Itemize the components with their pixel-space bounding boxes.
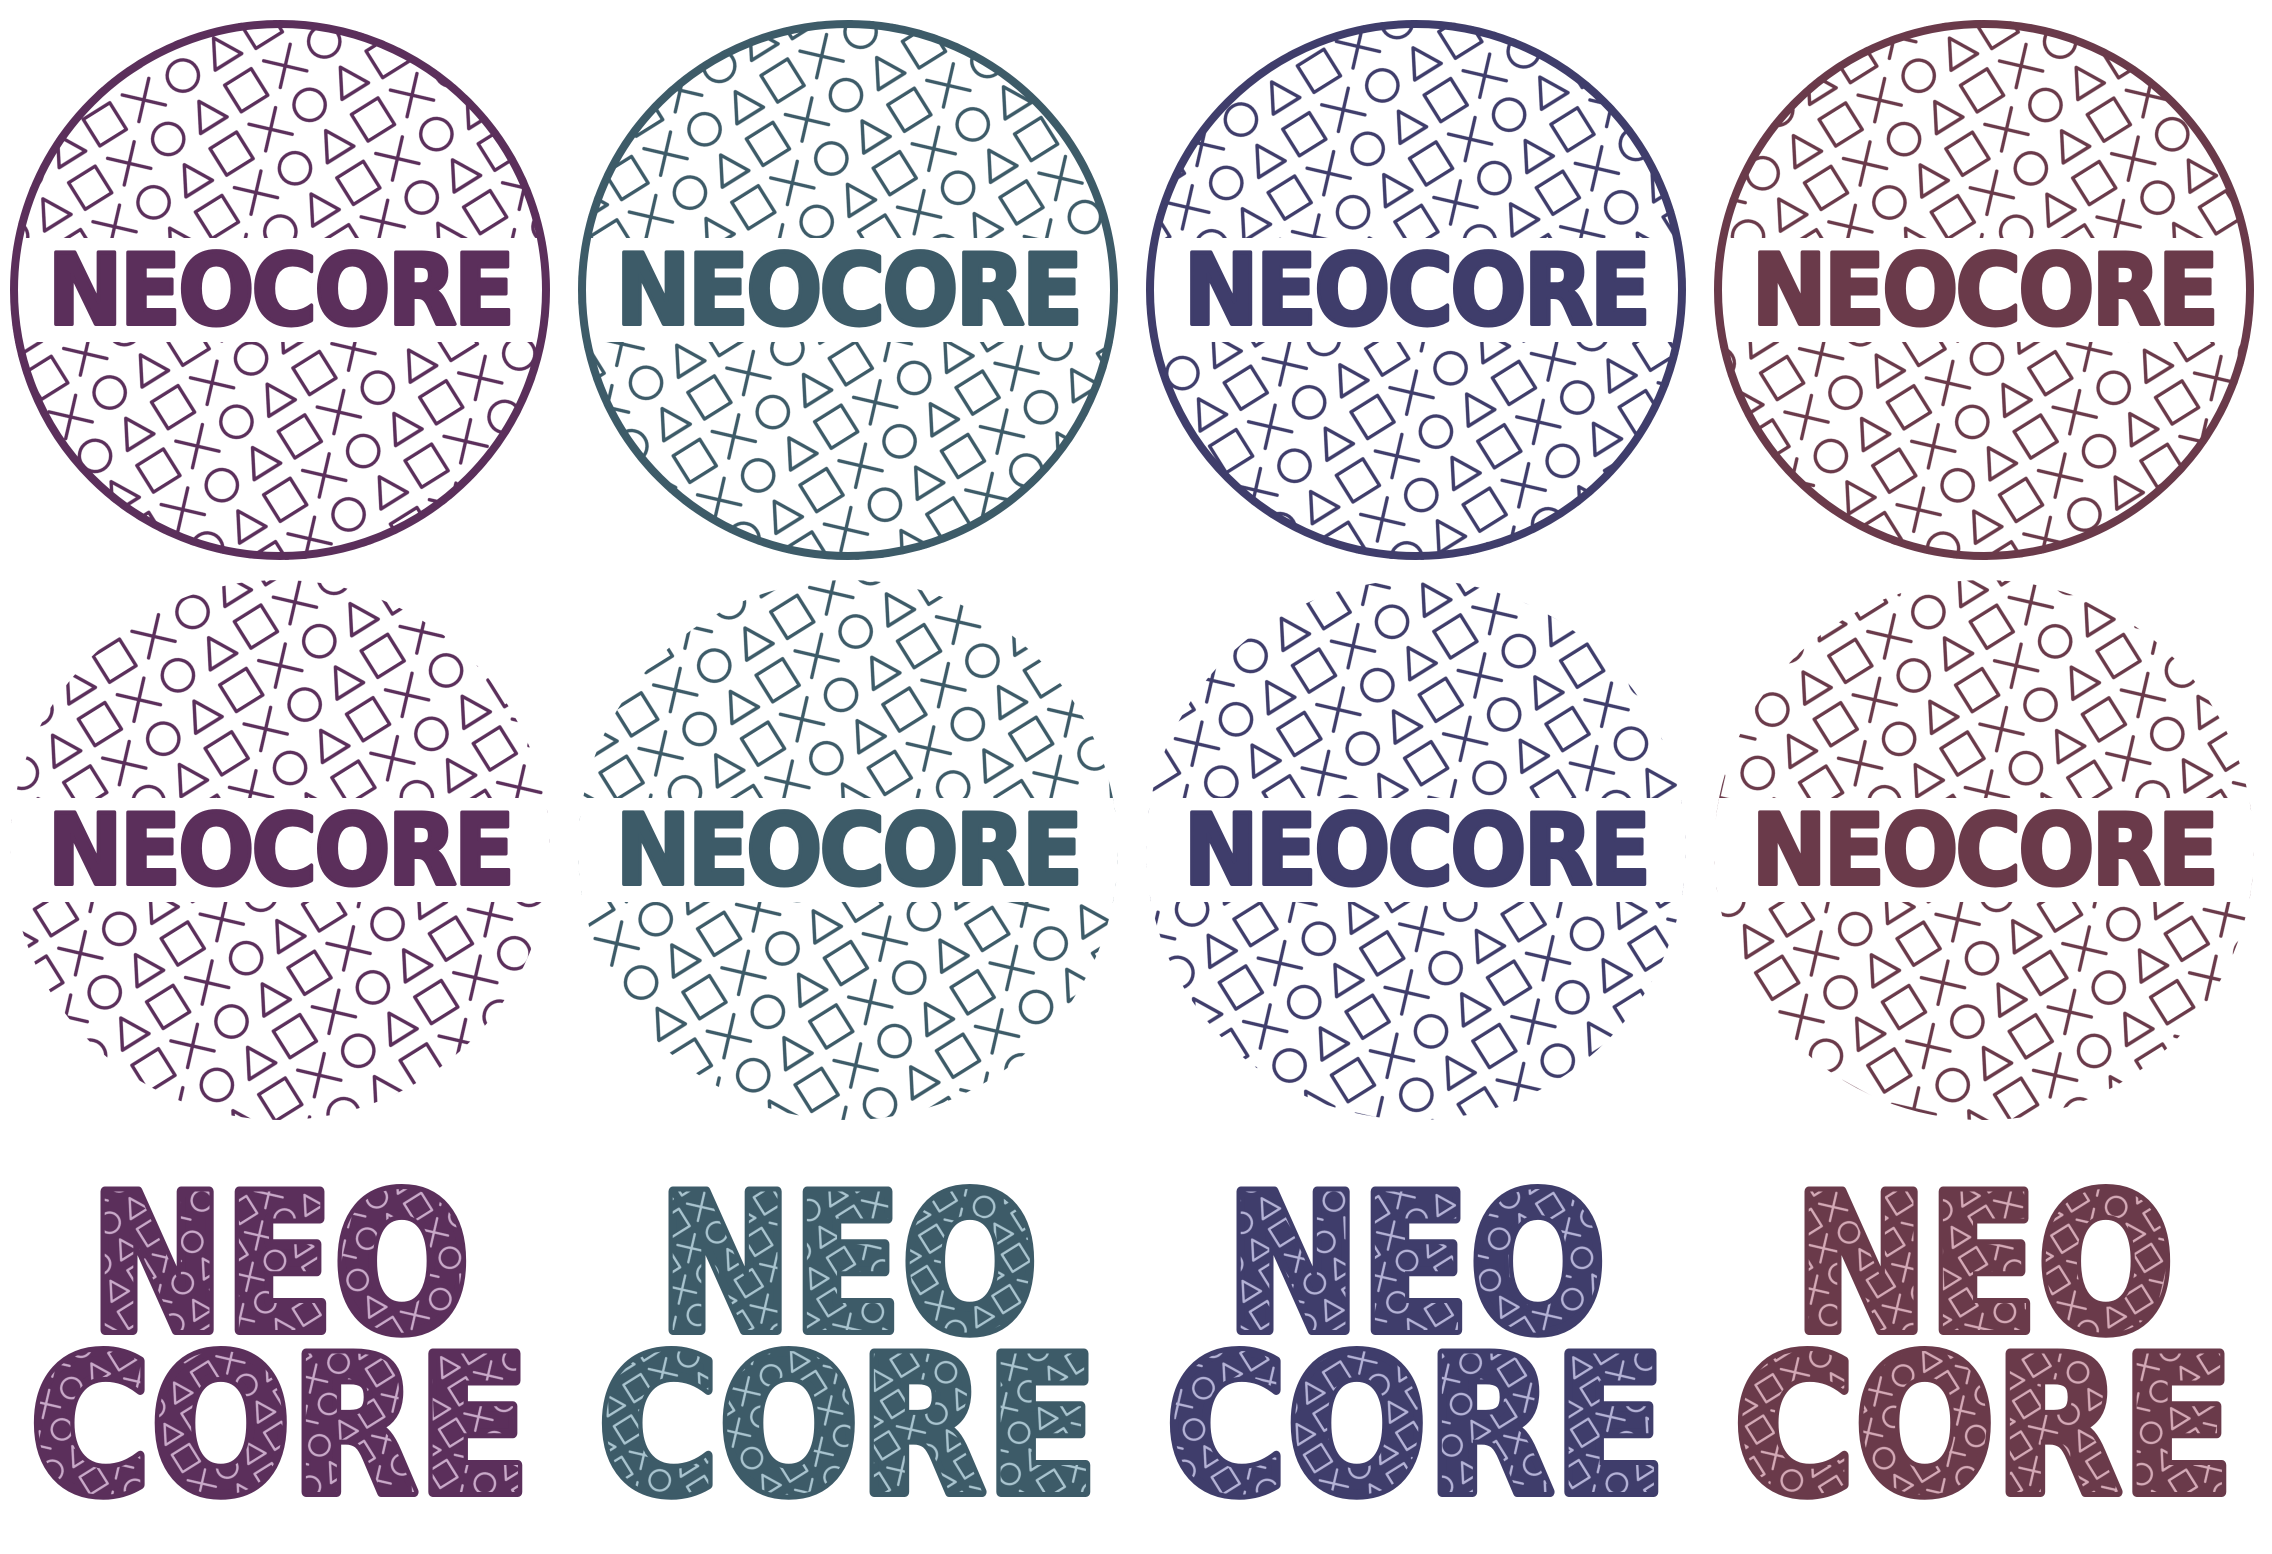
badge-wordmark: NEOCORE [616,234,1080,348]
wordmark-band [1146,798,1686,902]
wordmark-line-neo: NEO [90,1154,470,1375]
badge-ring [578,20,1118,560]
wordmark-line-core-pattern: CORE [1166,1316,1666,1537]
borderless-circle-row: NEOCORE NEOCORE NEOCORE NEOCORE [10,580,2254,1120]
wordmark-line-neo: NEO [1226,1154,1606,1375]
wordmark-band [10,798,550,902]
wordmark-line-neo-pattern: NEO [1794,1154,2174,1375]
wordmark-line-core: CORE [1166,1316,1666,1537]
badge-ring [1714,20,2254,560]
wordmark-line-core-pattern: CORE [598,1316,1098,1537]
wordmark-line-neo-pattern: NEO [658,1154,1038,1375]
logo-badge-teal: NEOCORE [578,580,1118,1120]
wordmark-line-core-pattern: CORE [1734,1316,2234,1537]
wordmark-line-core: CORE [30,1316,530,1537]
badge-wordmark: NEOCORE [48,234,512,348]
wordmark-line-core-pattern: CORE [30,1316,530,1537]
wordmark-line-core: CORE [598,1316,1098,1537]
wordmark-line-neo-pattern: NEO [1226,1154,1606,1375]
wordmark-band [578,238,1118,342]
badge-wordmark: NEOCORE [616,794,1080,908]
wordmark-line-core: CORE [1734,1316,2234,1537]
wordmark-line-neo-pattern: NEO [90,1154,470,1375]
badge-ring [1146,20,1686,560]
logo-badge-plum: NEOCORE [10,20,550,560]
wordmark-band [1714,238,2254,342]
logo-badge-indigo: NEOCORE [1146,20,1686,560]
badge-wordmark: NEOCORE [48,794,512,908]
wordmark-band [10,238,550,342]
wordmark-line-neo: NEO [1794,1154,2174,1375]
wordmark-band [578,798,1118,902]
logo-badge-indigo: NEOCORE [1146,580,1686,1120]
wordmark-band [1714,798,2254,902]
badge-wordmark: NEOCORE [1184,794,1648,908]
logo-badge-plum: NEOCORE [10,580,550,1120]
badge-wordmark: NEOCORE [1752,234,2216,348]
badge-wordmark: NEOCORE [1752,794,2216,908]
logo-badge-teal: NEOCORE [578,20,1118,560]
logo-badge-mauve: NEOCORE [1714,20,2254,560]
logo-badge-mauve: NEOCORE [1714,580,2254,1120]
bordered-circle-row: NEOCORE NEOCORE NEOCORE NEOCORE [10,20,2254,560]
badge-ring [10,20,550,560]
wordmark-band [1146,238,1686,342]
wordmark-line-neo: NEO [658,1154,1038,1375]
stacked-wordmark-row: NEONEOCORECORENEONEOCORECORENEONEOCORECO… [25,1149,2239,1542]
badge-wordmark: NEOCORE [1184,234,1648,348]
